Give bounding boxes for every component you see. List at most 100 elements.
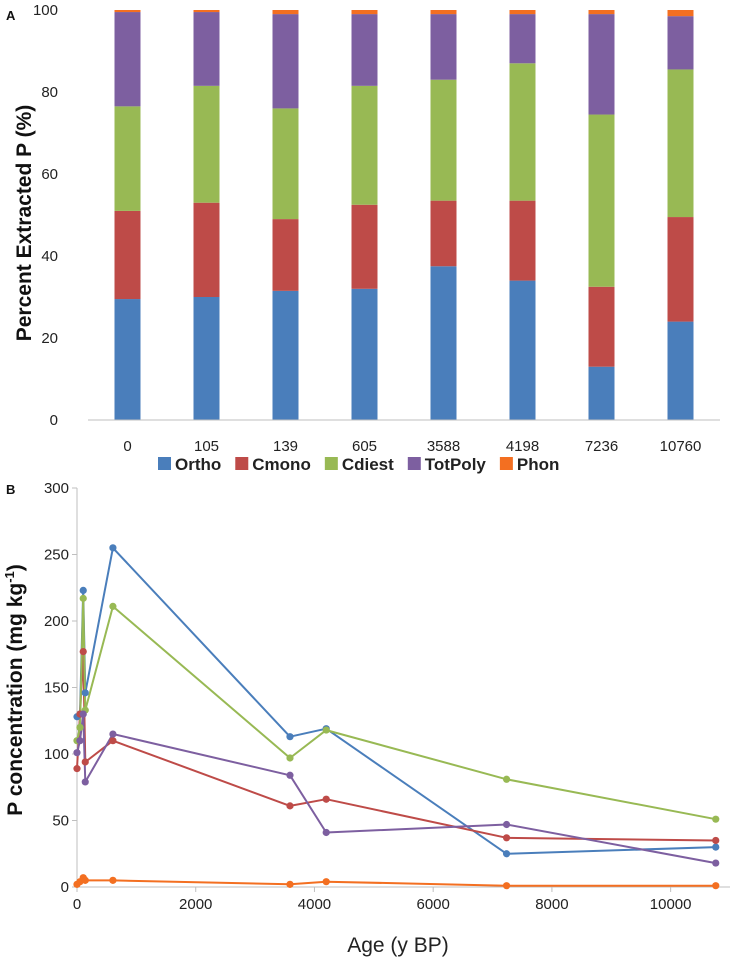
- point-totpoly-3588: [286, 771, 294, 779]
- bar-cmono-4198: [509, 200, 536, 281]
- bar-ortho-3588: [430, 266, 457, 420]
- legend-label-cdiest: Cdiest: [342, 455, 394, 474]
- point-phon-4198: [322, 878, 330, 886]
- bar-cmono-0: [114, 210, 141, 300]
- bar-phon-4198: [509, 10, 536, 15]
- panel-a-legend: Ortho Cmono Cdiest TotPoly Phon: [158, 455, 559, 474]
- point-ortho-139: [81, 689, 89, 697]
- panel-a-y-tick-label: 60: [41, 166, 58, 183]
- panel-a-x-tick-label: 0: [123, 438, 131, 455]
- panel-a-y-axis: 0 20 40 60 80 100: [33, 2, 58, 429]
- panel-b-y-tick-label: 300: [44, 480, 69, 497]
- bar-ortho-4198: [509, 280, 536, 420]
- panel-a-x-tick-label: 3588: [427, 438, 460, 455]
- panel-a-x-tick-label: 4198: [506, 438, 539, 455]
- panel-a-x-tick-label: 7236: [585, 438, 618, 455]
- bar-cmono-605: [351, 204, 378, 289]
- point-cmono-605: [109, 737, 117, 745]
- bar-totpoly-105: [193, 12, 220, 86]
- point-cmono-3588: [286, 802, 294, 810]
- panel-a-y-tick-label: 40: [41, 248, 58, 265]
- point-cdiest-7236: [502, 775, 511, 783]
- bar-cmono-139: [272, 219, 299, 291]
- bar-totpoly-605: [351, 14, 378, 86]
- point-cdiest-4198: [322, 726, 330, 734]
- panel-b-x-tick-label: 0: [73, 896, 81, 913]
- point-totpoly-0: [73, 749, 81, 757]
- line-totpoly: [76, 713, 716, 865]
- panel-b-x-axis-label: Age (y BP): [347, 934, 449, 957]
- line-cdiest: [76, 597, 716, 821]
- panel-a-y-tick-label: 80: [41, 84, 58, 101]
- panel-b-y-tick-label: 0: [61, 879, 69, 896]
- legend-label-phon: Phon: [517, 455, 560, 474]
- point-ortho-605: [109, 544, 117, 552]
- point-cmono-0: [73, 765, 81, 773]
- panel-b-x-tick-label: 8000: [535, 896, 568, 913]
- bar-cdiest-4198: [509, 63, 536, 201]
- panel-b-x-tick-label: 10000: [650, 896, 692, 913]
- point-phon-605: [109, 876, 117, 884]
- panel-b-y-axis-label-superscript: -1: [2, 571, 17, 583]
- bar-phon-7236: [588, 10, 615, 15]
- legend-swatch-cdiest: [324, 457, 338, 470]
- bar-totpoly-0: [114, 12, 141, 107]
- point-phon-10760: [712, 882, 720, 890]
- panel-b-label: B: [6, 482, 15, 497]
- point-phon-139: [81, 876, 89, 884]
- bar-phon-605: [351, 10, 378, 15]
- panel-b-x-axis: 0 2000 4000 6000 8000 10000: [73, 886, 730, 913]
- panel-b-y-tick-label: 150: [44, 680, 69, 697]
- bar-cdiest-10760: [667, 69, 694, 218]
- panel-a-y-tick-label: 100: [33, 2, 58, 19]
- point-totpoly-139: [81, 778, 89, 786]
- point-totpoly-50: [76, 737, 84, 745]
- bar-ortho-605: [351, 288, 378, 420]
- panel-b-y-tick-label: 250: [44, 547, 69, 564]
- panel-b-x-tick-label: 6000: [416, 896, 449, 913]
- point-ortho-7236: [502, 850, 511, 858]
- point-cdiest-105: [79, 594, 87, 602]
- bar-phon-105: [193, 10, 220, 13]
- bar-cdiest-0: [114, 106, 141, 211]
- bar-cmono-3588: [430, 200, 457, 267]
- bar-ortho-105: [193, 297, 220, 420]
- bar-cdiest-139: [272, 108, 299, 220]
- panel-a-label: A: [6, 8, 16, 23]
- legend-label-totpoly: TotPoly: [425, 455, 487, 474]
- legend-label-ortho: Ortho: [175, 455, 221, 474]
- panel-b-line-chart: B 0 50 100 150 200 250 300 0 2000 4000 6000 8000 10…: [2, 480, 730, 957]
- bar-cmono-105: [193, 202, 220, 297]
- line-cmono: [76, 650, 716, 842]
- panel-b-series-lines: [76, 546, 716, 887]
- point-ortho-3588: [286, 733, 294, 741]
- bar-phon-0: [114, 10, 141, 13]
- bar-ortho-7236: [588, 366, 615, 420]
- point-cdiest-605: [109, 602, 117, 610]
- bar-ortho-10760: [667, 321, 694, 420]
- point-cdiest-3588: [286, 754, 294, 762]
- legend-swatch-totpoly: [407, 457, 421, 470]
- bar-phon-3588: [430, 10, 457, 15]
- bar-totpoly-3588: [430, 14, 457, 80]
- panel-a-y-tick-label: 20: [41, 330, 58, 347]
- panel-a-x-axis: 0 105 139 605 3588 4198 7236 10760: [123, 438, 701, 455]
- legend-swatch-phon: [499, 457, 513, 470]
- panel-a-x-tick-label: 105: [194, 438, 219, 455]
- bar-totpoly-7236: [588, 14, 615, 115]
- bar-phon-10760: [667, 10, 694, 17]
- bar-cmono-7236: [588, 286, 615, 367]
- point-cdiest-50: [76, 723, 84, 732]
- bar-cdiest-3588: [430, 79, 457, 201]
- point-cmono-7236: [502, 834, 511, 842]
- panel-a-stacked-bar-chart: A 0 20 40 60 80 100 0 105 139 605 3588 4198 7236 107…: [6, 2, 720, 474]
- panel-b-y-tick-label: 100: [44, 746, 69, 763]
- panel-b-y-tick-label: 50: [52, 813, 69, 830]
- bar-totpoly-10760: [667, 16, 694, 70]
- bar-ortho-139: [272, 290, 299, 420]
- panel-b-y-axis: 0 50 100 150 200 250 300: [44, 480, 78, 896]
- point-totpoly-605: [109, 730, 117, 738]
- bar-cmono-10760: [667, 217, 694, 322]
- panel-a-x-tick-label: 605: [352, 438, 377, 455]
